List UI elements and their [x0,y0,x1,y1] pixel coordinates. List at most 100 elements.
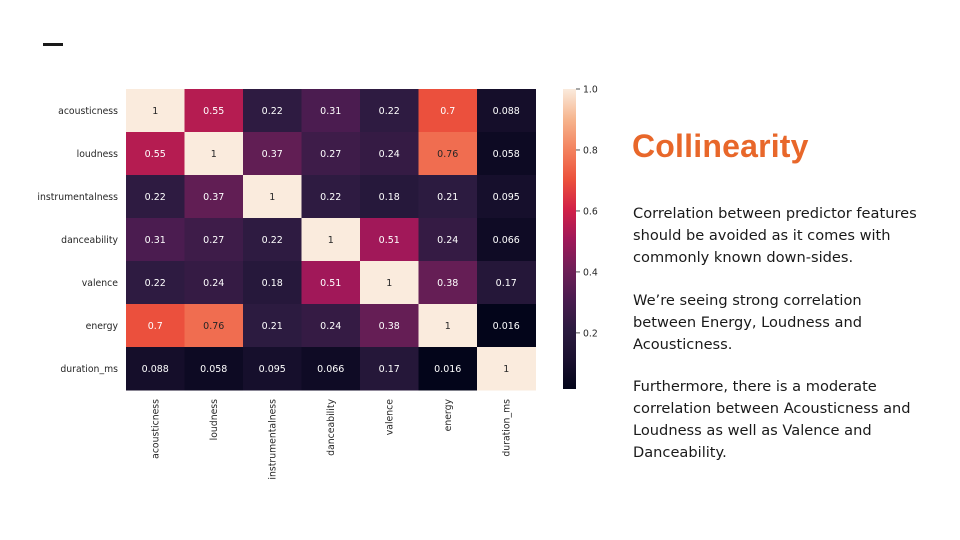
heatmap-cell-value-duration_ms-energy: 0.016 [434,364,461,375]
heatmap-column-label-loudness: loudness [209,399,220,441]
heatmap-cell-value-acousticness-duration_ms: 0.088 [493,106,520,117]
colorbar-gradient [563,89,576,389]
colorbar-tick-label-0.8: 0.8 [583,145,598,156]
heatmap-column-labels: acousticness loudness instrumentalness danc… [150,399,512,480]
slide-dash-mark [43,43,63,46]
heatmap-cell-value-danceability-instrumentalness: 0.22 [262,235,283,246]
heatmap-cell-valence-energy [418,261,478,305]
heatmap-column-label-acousticness: acousticness [150,399,161,459]
heatmap-cell-danceability-loudness [184,218,244,262]
heatmap-cell-value-instrumentalness-danceability: 0.22 [320,192,341,203]
heatmap-svg: 1 0.55 0.22 0.31 0.22 0.7 0.088 0.55 1 0.37 0.27 0.… [37,85,598,480]
heatmap-cell-instrumentalness-energy [418,175,478,219]
heatmap-cell-acousticness-danceability [301,89,361,133]
heatmap-row-labels: acousticness loudness instrumentalness danc… [37,106,118,375]
heatmap-cell-value-duration_ms-danceability: 0.066 [317,364,344,375]
heatmap-cell-value-instrumentalness-energy: 0.21 [437,192,458,203]
heatmap-cell-duration_ms-instrumentalness [243,347,302,391]
heatmap-cell-value-acousticness-instrumentalness: 0.22 [262,106,283,117]
heatmap-row-label-instrumentalness: instrumentalness [37,192,118,203]
heatmap-cell-acousticness-acousticness [126,89,185,133]
slide-title: Collinearity [632,128,809,164]
heatmap-cell-valence-danceability [301,261,361,305]
heatmap-cell-acousticness-valence [360,89,419,133]
heatmap-cell-value-acousticness-loudness: 0.55 [203,106,224,117]
heatmap-cell-value-danceability-acousticness: 0.31 [145,235,166,246]
heatmap-cell-value-valence-valence: 1 [386,278,392,289]
heatmap-row-label-danceability: danceability [61,235,118,246]
heatmap-cell-loudness-acousticness [126,132,185,176]
paragraph-correlation-intro: Correlation between predictor features s… [633,205,917,266]
heatmap-cell-acousticness-duration_ms [477,89,536,133]
heatmap-colorbar: 1.0 0.8 0.6 0.4 0.2 [563,85,598,389]
heatmap-cell-loudness-danceability [301,132,361,176]
heatmap-cell-duration_ms-danceability [301,347,361,391]
heatmap-cell-value-energy-valence: 0.38 [379,321,400,332]
heatmap-cell-duration_ms-energy [418,347,478,391]
colorbar-tick-label-0.6: 0.6 [583,206,598,217]
heatmap-cell-instrumentalness-danceability [301,175,361,219]
heatmap-cell-danceability-danceability [301,218,361,262]
heatmap-cell-loudness-energy [418,132,478,176]
heatmap-column-label-instrumentalness: instrumentalness [267,399,278,480]
heatmap-cell-duration_ms-acousticness [126,347,185,391]
heatmap-cell-energy-danceability [301,304,361,348]
heatmap-cell-value-duration_ms-valence: 0.17 [379,364,400,375]
heatmap-cell-valence-instrumentalness [243,261,302,305]
heatmap-cell-instrumentalness-valence [360,175,419,219]
heatmap-cell-value-acousticness-acousticness: 1 [152,106,158,117]
heatmap-cell-danceability-valence [360,218,419,262]
heatmap-cell-value-duration_ms-duration_ms: 1 [503,364,509,375]
heatmap-cell-value-danceability-loudness: 0.27 [203,235,224,246]
heatmap-cell-value-loudness-danceability: 0.27 [320,149,341,160]
heatmap-cell-value-valence-danceability: 0.51 [320,278,341,289]
heatmap-cell-acousticness-loudness [184,89,244,133]
heatmap-column-label-energy: energy [443,399,454,432]
heatmap-row-label-loudness: loudness [77,149,119,160]
heatmap-cell-value-acousticness-danceability: 0.31 [320,106,341,117]
heatmap-cell-value-valence-duration_ms: 0.17 [496,278,517,289]
heatmap-cell-loudness-duration_ms [477,132,536,176]
heatmap-cell-value-energy-danceability: 0.24 [320,321,341,332]
heatmap-cell-duration_ms-valence [360,347,419,391]
heatmap-cells: 1 0.55 0.22 0.31 0.22 0.7 0.088 0.55 1 0.37 0.27 0.… [126,89,536,391]
heatmap-cell-value-danceability-valence: 0.51 [379,235,400,246]
heatmap-column-label-duration_ms: duration_ms [501,399,512,457]
heatmap-cell-instrumentalness-loudness [184,175,244,219]
heatmap-cell-value-energy-duration_ms: 0.016 [493,321,520,332]
heatmap-cell-value-instrumentalness-loudness: 0.37 [203,192,224,203]
heatmap-column-label-valence: valence [384,399,395,436]
heatmap-cell-value-acousticness-energy: 0.7 [440,106,455,117]
heatmap-column-label-danceability: danceability [326,399,337,456]
heatmap-cell-energy-duration_ms [477,304,536,348]
heatmap-cell-danceability-instrumentalness [243,218,302,262]
heatmap-cell-duration_ms-loudness [184,347,244,391]
heatmap-cell-energy-valence [360,304,419,348]
colorbar-tick-label-0.2: 0.2 [583,328,598,339]
heatmap-cell-value-danceability-energy: 0.24 [437,235,458,246]
heatmap-cell-value-instrumentalness-duration_ms: 0.095 [493,192,520,203]
heatmap-row-label-energy: energy [86,321,119,332]
heatmap-cell-instrumentalness-acousticness [126,175,185,219]
heatmap-cell-value-duration_ms-loudness: 0.058 [200,364,227,375]
heatmap-cell-value-acousticness-valence: 0.22 [379,106,400,117]
heatmap-cell-value-energy-loudness: 0.76 [203,321,224,332]
colorbar-tick-label-1.0: 1.0 [583,85,598,96]
heatmap-cell-energy-loudness [184,304,244,348]
heatmap-cell-instrumentalness-duration_ms [477,175,536,219]
heatmap-cell-acousticness-energy [418,89,478,133]
heatmap-cell-acousticness-instrumentalness [243,89,302,133]
heatmap-cell-loudness-loudness [184,132,244,176]
heatmap-cell-energy-acousticness [126,304,185,348]
heatmap-cell-valence-loudness [184,261,244,305]
heatmap-cell-energy-energy [418,304,478,348]
heatmap-cell-loudness-instrumentalness [243,132,302,176]
heatmap-cell-value-valence-acousticness: 0.22 [145,278,166,289]
heatmap-cell-value-energy-energy: 1 [445,321,451,332]
heatmap-cell-value-valence-energy: 0.38 [437,278,458,289]
heatmap-cell-value-danceability-danceability: 1 [328,235,334,246]
heatmap-cell-danceability-duration_ms [477,218,536,262]
heatmap-cell-value-loudness-acousticness: 0.55 [145,149,166,160]
heatmap-cell-value-duration_ms-acousticness: 0.088 [142,364,169,375]
heatmap-cell-value-danceability-duration_ms: 0.066 [493,235,520,246]
